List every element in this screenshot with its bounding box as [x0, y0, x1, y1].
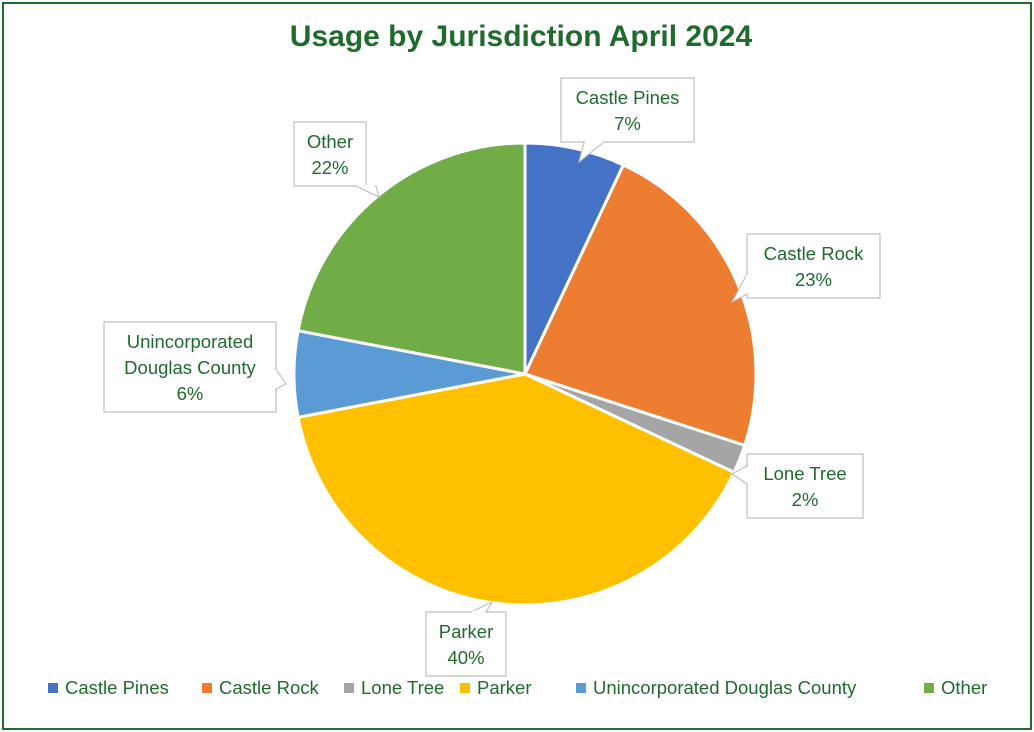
data-label-pointer — [470, 600, 494, 613]
legend-swatch — [924, 683, 934, 693]
legend-swatch — [460, 683, 470, 693]
data-label-text: 7% — [614, 113, 641, 134]
chart-title: Usage by Jurisdiction April 2024 — [290, 20, 753, 53]
data-label-text: 22% — [311, 157, 348, 178]
data-label-box — [746, 233, 881, 299]
legend-item-other: Other — [924, 677, 987, 698]
data-label-text: Other — [307, 131, 353, 152]
legend-swatch — [48, 683, 58, 693]
data-label-pointer — [275, 367, 287, 390]
data-label-other: Other 22% — [293, 121, 380, 199]
data-label-text: Unincorporated — [127, 331, 254, 352]
legend-swatch — [576, 683, 586, 693]
data-label-box — [425, 611, 507, 677]
slice-castle-rock — [523, 163, 758, 447]
legend-item-parker: Parker — [460, 677, 532, 698]
data-label-text: 40% — [447, 647, 484, 668]
data-label-parker: Parker 40% — [425, 600, 507, 677]
data-label-box — [103, 321, 277, 413]
data-label-text: 6% — [177, 383, 204, 404]
pie-chart: Usage by Jurisdiction April 2024 Castle … — [48, 20, 987, 698]
legend-label: Parker — [477, 677, 532, 698]
data-label-pointer — [355, 185, 380, 199]
legend-label: Lone Tree — [361, 677, 444, 698]
data-label-box — [560, 77, 695, 143]
data-label-text: Lone Tree — [763, 463, 846, 484]
data-label-text: Parker — [439, 621, 494, 642]
data-labels: Castle Pines 7% Castle Rock 23% Lone Tree 2% P… — [103, 77, 881, 677]
legend-label: Unincorporated Douglas County — [593, 677, 857, 698]
pie-slices — [292, 141, 758, 607]
data-label-text: Castle Rock — [764, 243, 864, 264]
data-label-box — [293, 121, 367, 187]
data-label-text: Castle Pines — [576, 87, 680, 108]
legend: Castle Pines Castle Rock Lone Tree Parker Un… — [48, 677, 987, 698]
legend-item-castle-pines: Castle Pines — [48, 677, 169, 698]
legend-swatch — [344, 683, 354, 693]
slice-parker — [296, 372, 736, 607]
data-label-text: Douglas County — [124, 357, 256, 378]
data-label-text: 23% — [795, 269, 832, 290]
data-label-unincorporated-douglas-county: Unincorporated Douglas County 6% — [103, 321, 287, 413]
data-label-castle-pines: Castle Pines 7% — [560, 77, 695, 164]
slice-castle-pines — [523, 141, 625, 376]
legend-label: Castle Pines — [65, 677, 169, 698]
legend-item-castle-rock: Castle Rock — [202, 677, 319, 698]
legend-swatch — [202, 683, 212, 693]
data-label-lone-tree: Lone Tree 2% — [730, 453, 864, 519]
legend-label: Castle Rock — [219, 677, 319, 698]
legend-item-unincorporated-douglas-county: Unincorporated Douglas County — [576, 677, 857, 698]
data-label-box — [746, 453, 864, 519]
data-label-text: 2% — [792, 489, 819, 510]
data-label-castle-rock: Castle Rock 23% — [730, 233, 881, 304]
legend-label: Other — [941, 677, 987, 698]
legend-item-lone-tree: Lone Tree — [344, 677, 444, 698]
